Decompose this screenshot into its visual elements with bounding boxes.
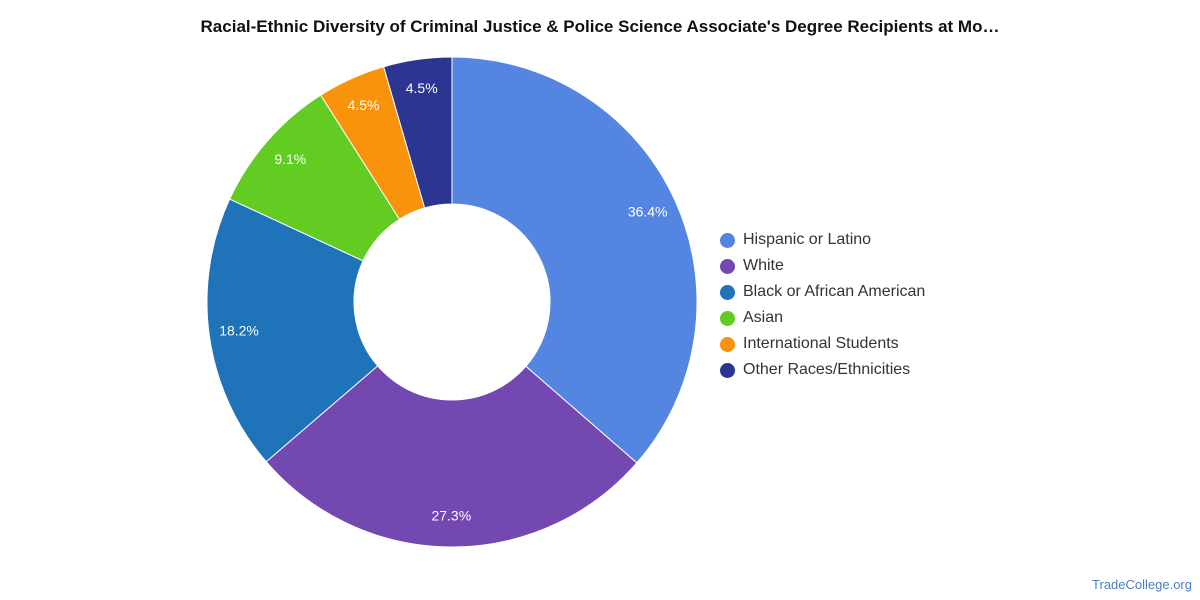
legend-item-3[interactable]: Asian	[720, 305, 925, 331]
slice-data-label-3: 9.1%	[274, 151, 306, 167]
slice-data-label-2: 18.2%	[219, 322, 259, 338]
chart-legend: Hispanic or Latino White Black or African …	[720, 227, 925, 383]
legend-swatch-icon	[720, 284, 735, 300]
legend-item-0[interactable]: Hispanic or Latino	[720, 227, 925, 253]
legend-label: Black or African American	[743, 283, 926, 300]
donut-slice-2[interactable]	[206, 198, 379, 463]
legend-label: Asian	[743, 309, 784, 326]
slice-data-label-1: 27.3%	[431, 508, 471, 524]
legend-label: Hispanic or Latino	[743, 231, 872, 248]
legend-item-4[interactable]: International Students	[720, 331, 925, 357]
legend-label: International Students	[743, 335, 899, 352]
legend-item-1[interactable]: White	[720, 253, 925, 279]
legend-label: White	[743, 257, 784, 274]
legend-swatch-icon	[720, 362, 735, 378]
legend-item-5[interactable]: Other Races/Ethnicities	[720, 357, 925, 383]
slice-data-label-4: 4.5%	[348, 97, 380, 113]
slice-data-label-0: 36.4%	[628, 204, 668, 220]
legend-label: Other Races/Ethnicities	[743, 361, 911, 378]
legend-item-2[interactable]: Black or African American	[720, 279, 925, 305]
chart-title: Racial-Ethnic Diversity of Criminal Just…	[200, 17, 1000, 36]
legend-swatch-icon	[720, 258, 735, 274]
donut-slice-5[interactable]	[383, 56, 453, 209]
legend-swatch-icon	[720, 310, 735, 326]
legend-swatch-icon	[720, 232, 735, 248]
source-credit-link[interactable]: TradeCollege.org	[1092, 577, 1192, 592]
slice-data-label-5: 4.5%	[406, 80, 438, 96]
donut-slice-1[interactable]	[265, 365, 638, 548]
legend-swatch-icon	[720, 336, 735, 352]
donut-slice-0[interactable]	[451, 56, 698, 464]
